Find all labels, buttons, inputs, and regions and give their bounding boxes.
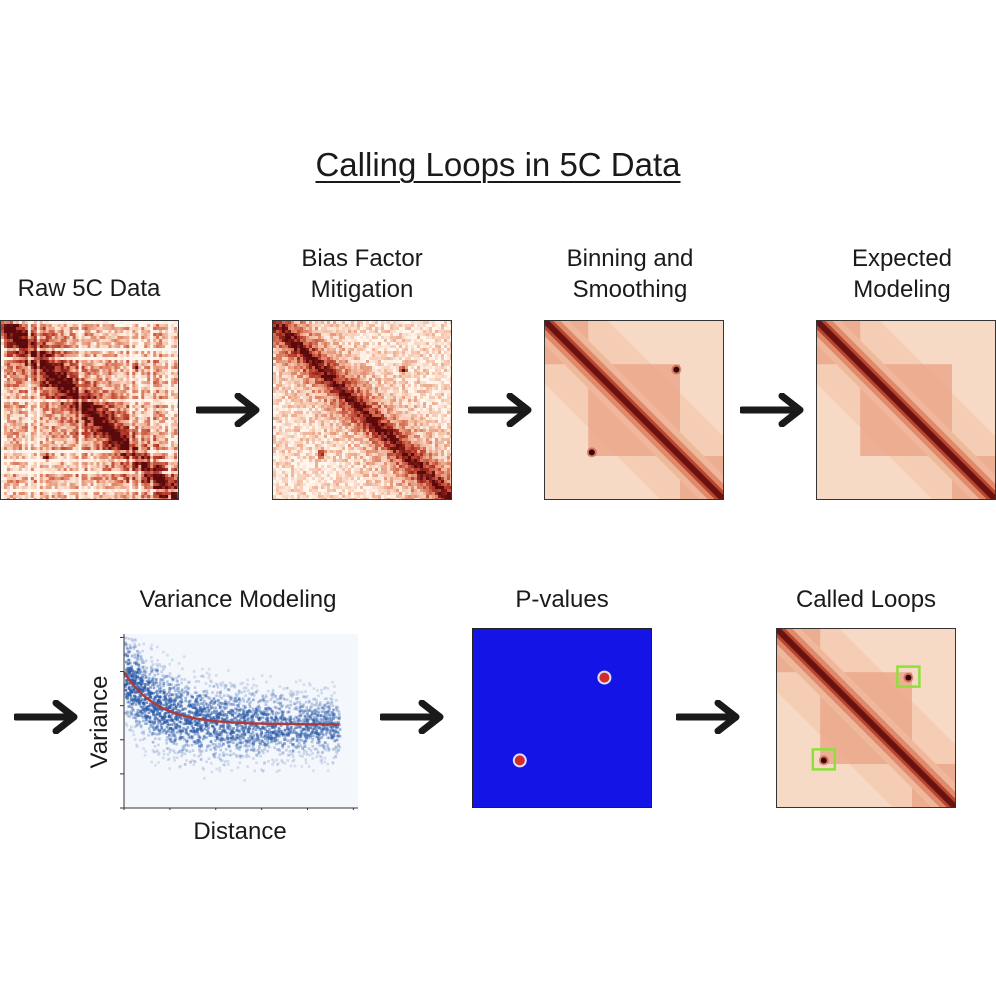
variance-axis-label: Variance bbox=[86, 675, 113, 769]
step-label-bias: Bias Factor Mitigation bbox=[301, 245, 423, 303]
expected-heatmap bbox=[816, 320, 996, 500]
arrow-right-icon bbox=[740, 393, 806, 427]
distance-axis-label: Distance bbox=[193, 818, 287, 845]
smoothed-heatmap bbox=[544, 320, 724, 500]
bias-mitigated-heatmap bbox=[272, 320, 452, 500]
raw-5c-heatmap bbox=[0, 320, 179, 500]
pvalues-map bbox=[472, 628, 652, 808]
arrow-right-icon bbox=[380, 700, 446, 734]
variance-plot bbox=[118, 630, 362, 812]
arrow-right-icon bbox=[14, 700, 80, 734]
step-label-binning: Binning and Smoothing bbox=[566, 245, 694, 303]
arrow-right-icon bbox=[676, 700, 742, 734]
arrow-right-icon bbox=[196, 393, 262, 427]
arrow-right-icon bbox=[468, 393, 534, 427]
step-label-called: Called Loops bbox=[795, 586, 937, 613]
step-label-pvalues: P-values bbox=[515, 586, 609, 613]
step-label-expected: Expected Modeling bbox=[851, 245, 953, 303]
called-loops-heatmap bbox=[776, 628, 956, 808]
page-title: Calling Loops in 5C Data bbox=[315, 146, 681, 183]
step-label-variance: Variance Modeling bbox=[139, 586, 337, 613]
step-label-raw: Raw 5C Data bbox=[17, 275, 161, 302]
